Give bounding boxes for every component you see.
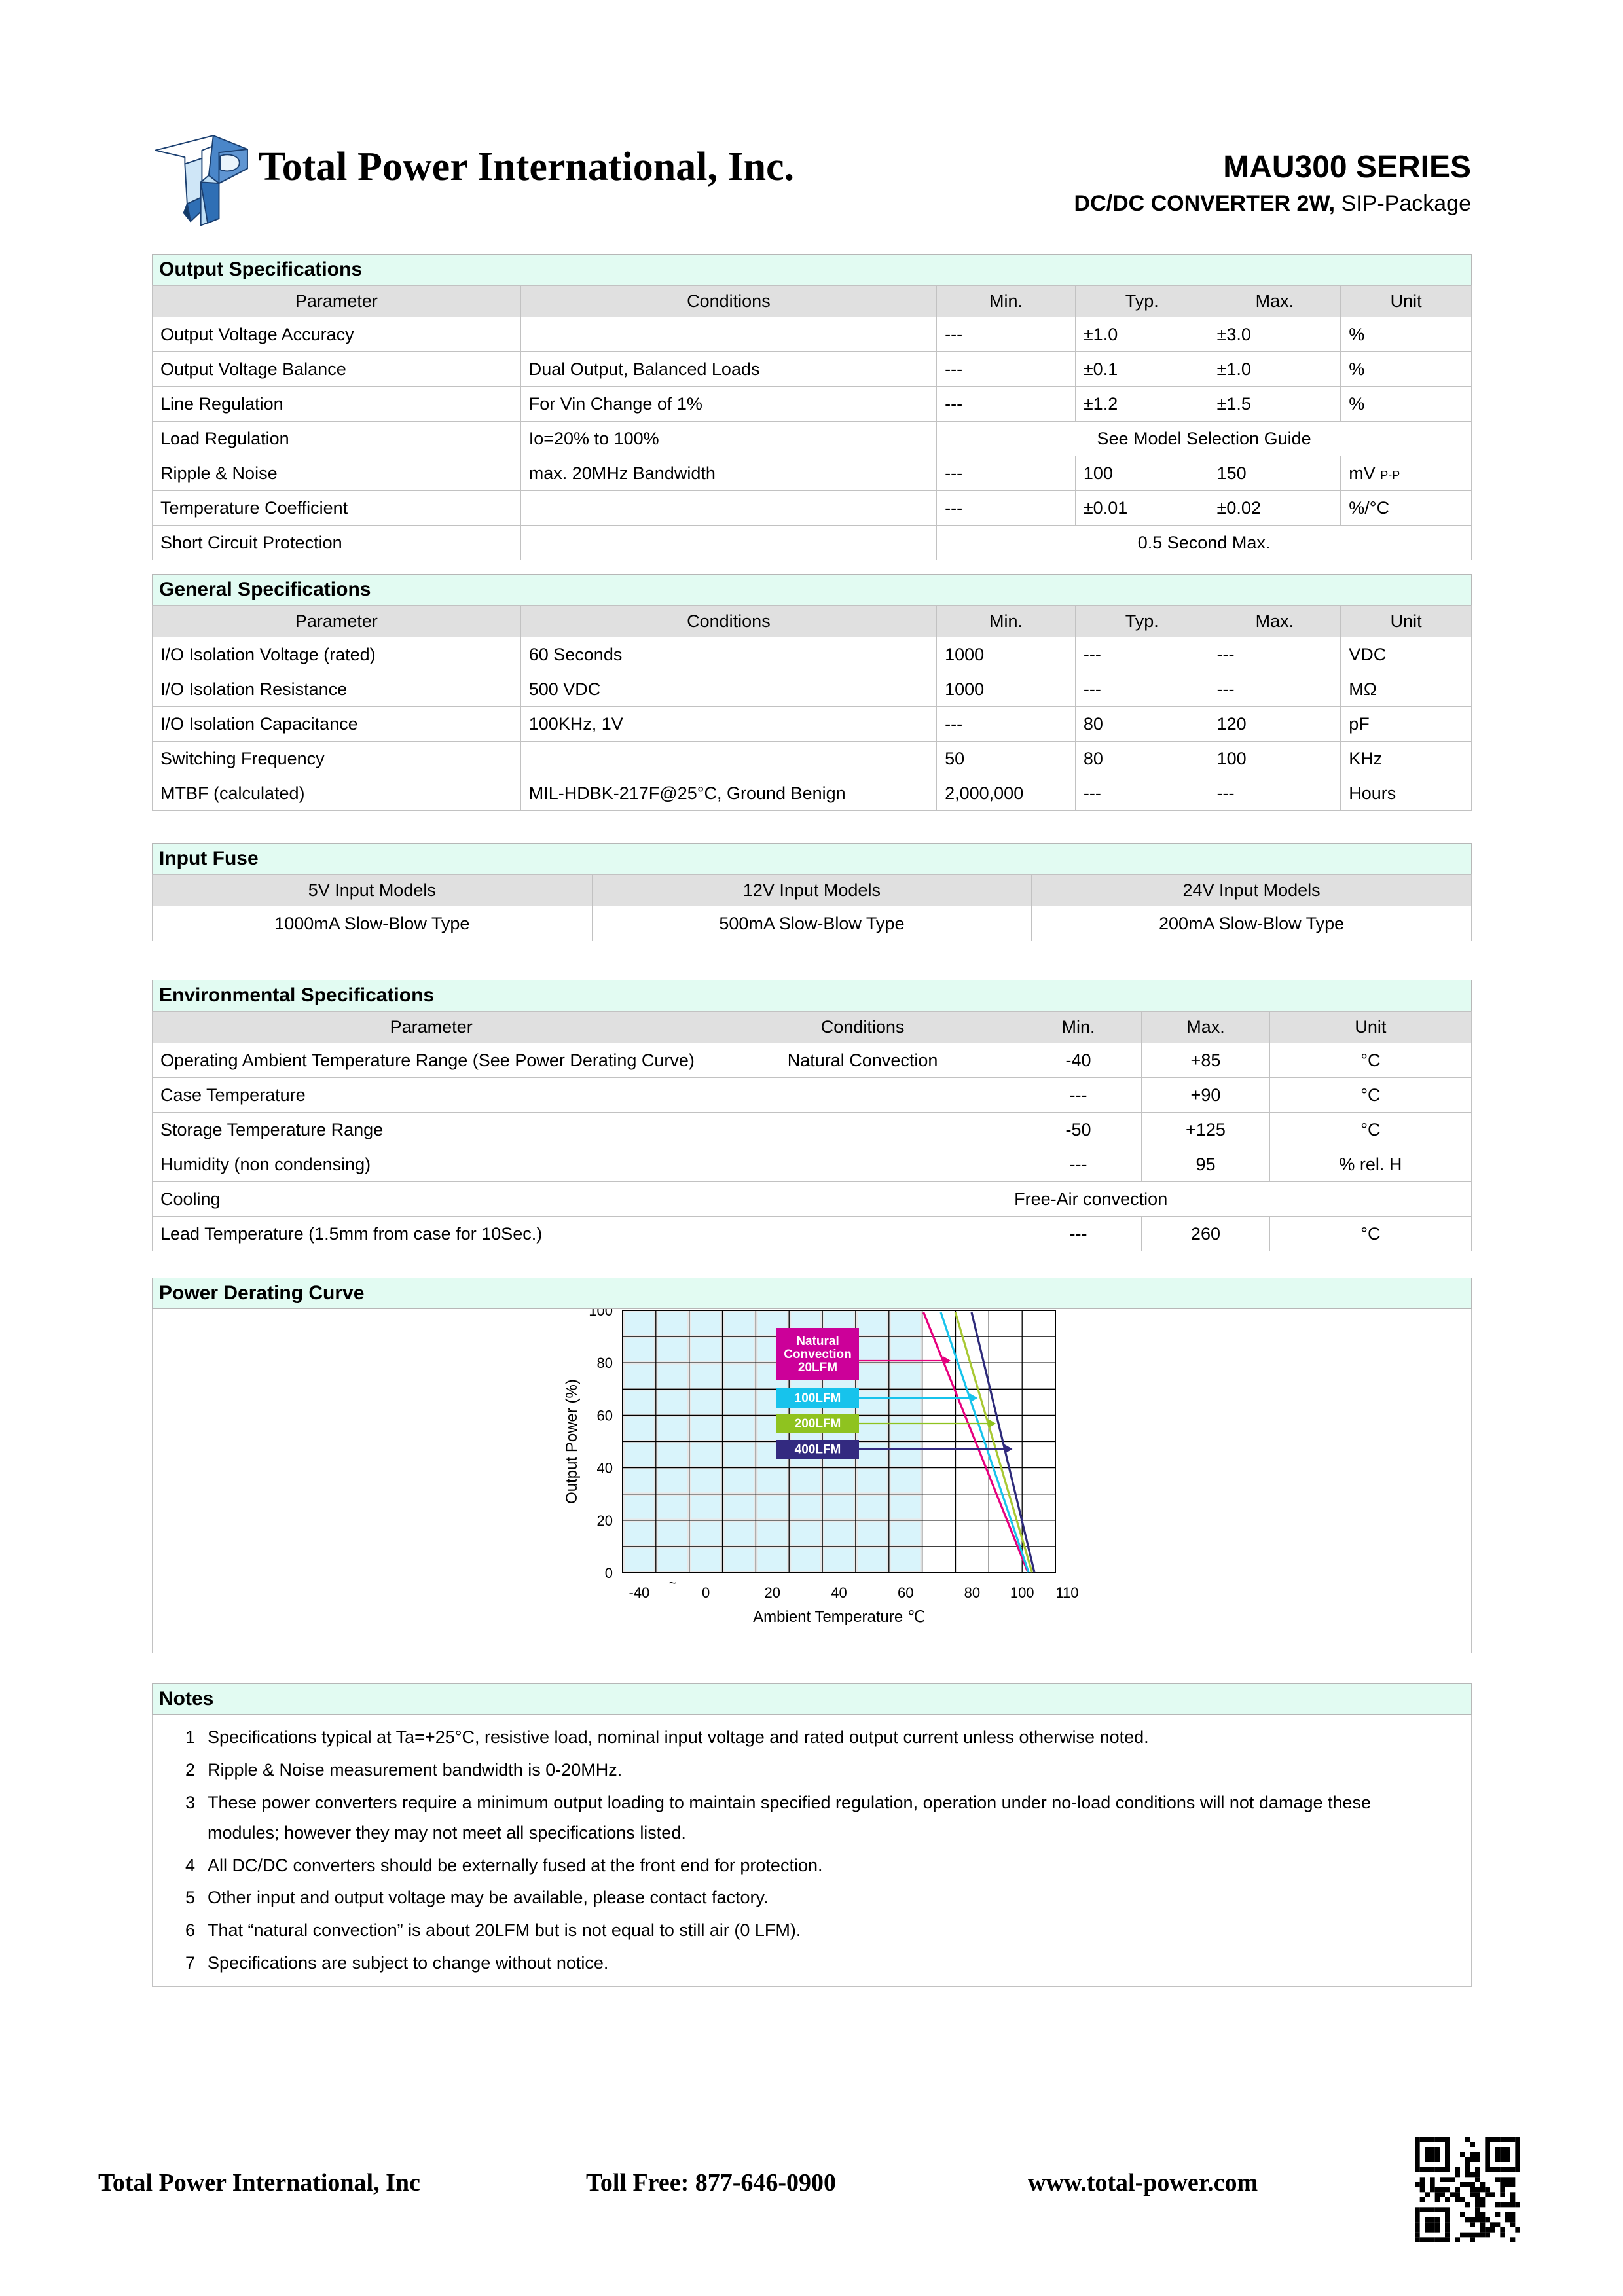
svg-text:80: 80 <box>964 1585 980 1601</box>
svg-text:40: 40 <box>597 1460 613 1477</box>
svg-text:0: 0 <box>702 1585 710 1601</box>
svg-text:100LFM: 100LFM <box>795 1391 841 1405</box>
svg-text:400LFM: 400LFM <box>795 1443 841 1457</box>
svg-text:100: 100 <box>1010 1585 1034 1601</box>
svg-text:110: 110 <box>1055 1585 1078 1601</box>
svg-text:40: 40 <box>831 1585 847 1601</box>
svg-text:Convection: Convection <box>784 1348 851 1361</box>
svg-text:20: 20 <box>765 1585 780 1601</box>
svg-text:~: ~ <box>668 1576 676 1590</box>
svg-text:0: 0 <box>605 1565 613 1581</box>
svg-text:-40: -40 <box>629 1585 650 1601</box>
svg-text:60: 60 <box>597 1407 613 1424</box>
svg-text:Output Power (%): Output Power (%) <box>563 1379 581 1504</box>
svg-text:20: 20 <box>597 1513 613 1529</box>
svg-text:100: 100 <box>589 1309 613 1319</box>
svg-text:Ambient Temperature ℃: Ambient Temperature ℃ <box>753 1608 925 1626</box>
svg-text:Natural: Natural <box>796 1335 839 1348</box>
svg-text:60: 60 <box>898 1585 913 1601</box>
svg-text:20LFM: 20LFM <box>798 1361 837 1374</box>
svg-text:200LFM: 200LFM <box>795 1417 841 1431</box>
svg-text:80: 80 <box>597 1355 613 1371</box>
